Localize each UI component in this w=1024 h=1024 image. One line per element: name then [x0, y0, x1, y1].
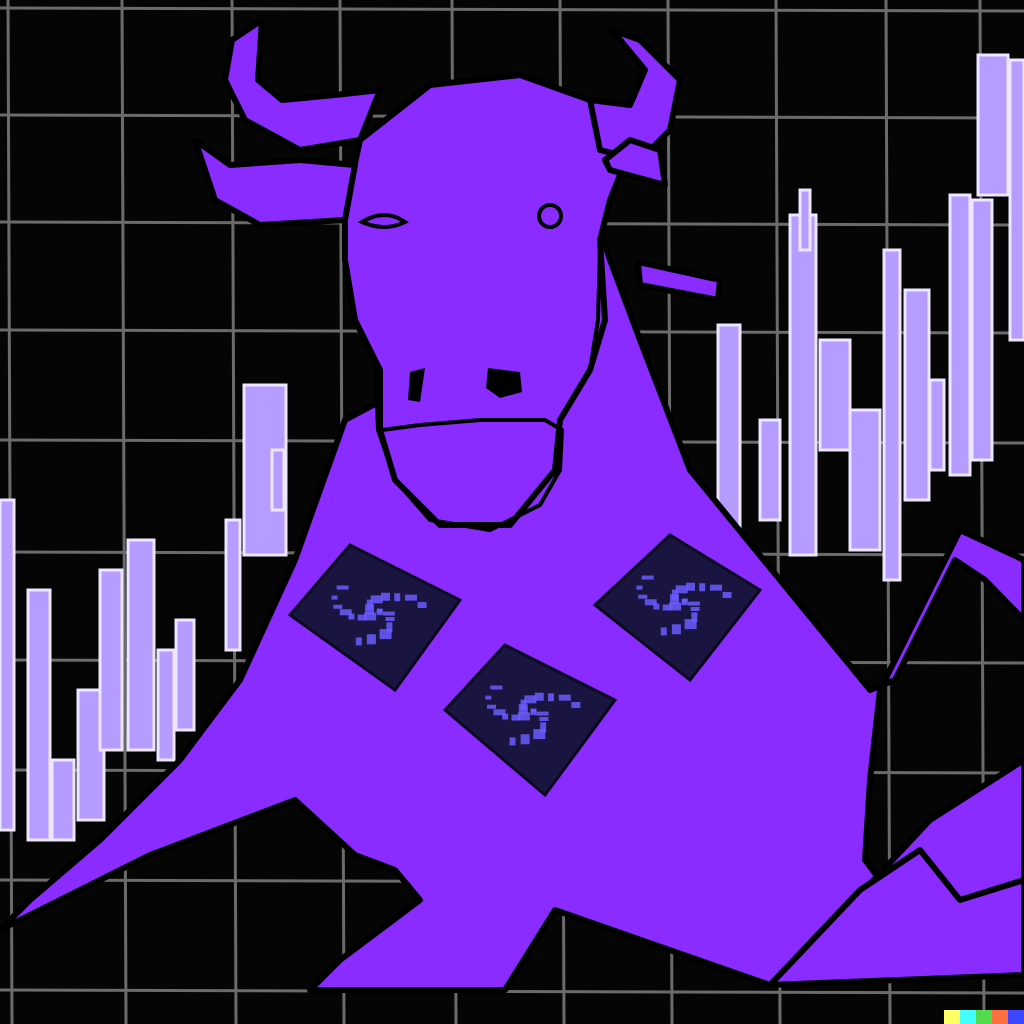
candlestick-bar: [716, 323, 742, 537]
circuit-patch: [442, 643, 618, 798]
candlestick-bar: [224, 518, 242, 652]
candlestick-bars: [0, 53, 1024, 842]
circuit-patches: [287, 533, 763, 798]
bull-face-outline: [373, 359, 565, 533]
bull-left-eye: [357, 213, 409, 229]
watermark-color-strip: [944, 1010, 1024, 1024]
bull-figure: [0, 17, 1024, 993]
candlestick-bar: [156, 648, 176, 762]
candlestick-bar: [882, 248, 902, 582]
watermark-swatch: [976, 1010, 992, 1024]
candlestick-bar: [948, 193, 972, 477]
bull-right-ear: [602, 137, 668, 188]
candlestick-bar: [26, 588, 52, 842]
circuit-patch: [287, 543, 463, 693]
watermark-swatch: [992, 1010, 1008, 1024]
bull-left-ear: [192, 137, 358, 228]
bull-left-nostril: [408, 368, 425, 402]
candlestick-bar: [818, 338, 852, 452]
candlestick-bar: [928, 378, 946, 472]
candlestick-bar: [970, 198, 994, 462]
grid-line-horizontal: [0, 988, 1024, 995]
candlestick-bar: [126, 538, 156, 752]
candlestick-bar: [174, 618, 196, 732]
candlestick-bar: [1008, 58, 1024, 342]
candlestick-bar: [0, 498, 16, 832]
bull-cheek-line: [558, 244, 602, 422]
candlestick-bar: [903, 288, 931, 502]
bull-right-nostril: [486, 368, 522, 398]
candlestick-bar: [788, 213, 818, 557]
candlestick-bar: [50, 758, 76, 842]
candlestick-bar: [798, 188, 812, 252]
bull-right-eye: [537, 203, 563, 229]
grid-line-horizontal: [0, 6, 1024, 13]
candlestick-bar: [758, 418, 782, 522]
watermark-swatch: [1008, 1010, 1024, 1024]
watermark-swatch: [944, 1010, 960, 1024]
watermark-swatch: [960, 1010, 976, 1024]
candlestick-bar: [976, 53, 1010, 197]
bull-flag: [635, 259, 723, 303]
circuit-patch: [592, 533, 763, 683]
bull-right-step: [767, 847, 1024, 988]
candlestick-bar: [848, 408, 882, 552]
candlestick-bar: [270, 448, 286, 512]
bull-left-horn: [222, 17, 383, 153]
candlestick-bar: [98, 568, 124, 752]
